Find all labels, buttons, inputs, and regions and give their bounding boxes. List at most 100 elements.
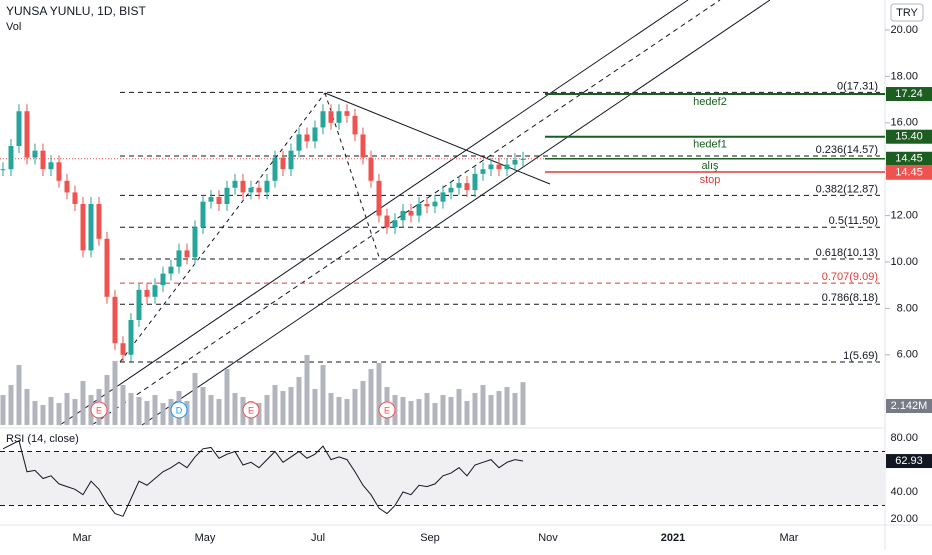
volume-bar: [400, 397, 406, 425]
fib-label: 0.236(14.57): [816, 144, 878, 156]
event-marker[interactable]: [90, 401, 108, 419]
level-name: hedef1: [693, 139, 727, 151]
volume-bar: [32, 401, 38, 425]
volume-bar: [336, 397, 342, 425]
candle-body: [456, 183, 462, 188]
price-tick-label: 6.00: [897, 349, 918, 361]
price-tick-label: 16.00: [890, 117, 918, 129]
candle-body: [64, 180, 70, 193]
candle-body: [384, 215, 390, 228]
candle-body: [208, 197, 214, 202]
event-marker[interactable]: [242, 401, 260, 419]
volume-bar: [112, 361, 118, 425]
candle-body: [56, 162, 62, 181]
price-tick-label: 12.00: [890, 210, 918, 222]
volume-bar: [304, 355, 310, 425]
candle-body: [304, 134, 310, 142]
rsi-label: RSI (14, close): [6, 433, 79, 445]
volume-bar: [416, 399, 422, 425]
volume-bar: [16, 365, 22, 425]
level-name: stop: [700, 174, 721, 186]
event-marker-text: E: [96, 405, 102, 415]
time-label: Sep: [420, 532, 440, 544]
candle-body: [272, 157, 278, 181]
volume-bar: [64, 393, 70, 425]
candle-body: [496, 164, 502, 170]
volume-bar: [448, 397, 454, 425]
candle-body: [376, 180, 382, 216]
candle-body: [0, 169, 6, 171]
event-marker[interactable]: [378, 401, 396, 419]
trend-line: [324, 92, 551, 185]
candle-body: [472, 173, 478, 191]
candle-body: [488, 164, 494, 170]
volume-bar: [520, 382, 526, 425]
volume-bar: [352, 389, 358, 425]
volume-bar: [128, 393, 134, 425]
level-tag-label: 15.40: [895, 131, 923, 143]
rsi-last-label: 62.93: [895, 455, 923, 467]
price-tick-label: 20.00: [890, 24, 918, 36]
candle-body: [320, 111, 326, 128]
volume-bar: [104, 375, 110, 425]
volume-bar: [200, 387, 206, 425]
price-tick-label: 10.00: [890, 256, 918, 268]
candle-body: [440, 192, 446, 202]
candle-body: [480, 169, 486, 174]
volume-bar: [56, 403, 62, 425]
volume-bar: [216, 399, 222, 425]
volume-bar: [464, 401, 470, 425]
volume-bar: [440, 395, 446, 425]
candle-body: [112, 296, 118, 344]
volume-bar: [296, 377, 302, 425]
volume-bar: [264, 395, 270, 425]
candle-body: [16, 111, 22, 146]
candle-body: [224, 187, 230, 204]
event-marker[interactable]: [170, 401, 188, 419]
candle-body: [280, 157, 286, 170]
candle-body: [104, 238, 110, 297]
volume-bar: [272, 385, 278, 425]
currency-box[interactable]: [890, 3, 924, 22]
candle-body: [352, 115, 358, 135]
channel-line: [59, 0, 689, 426]
fib-label: 0.5(11.50): [829, 215, 878, 227]
rsi-last-tag: [886, 454, 932, 469]
volume-bar: [368, 369, 374, 425]
volume-bar: [280, 391, 286, 425]
price-tick-label: 18.00: [890, 70, 918, 82]
volume-bar: [472, 393, 478, 425]
candle-body: [192, 227, 198, 258]
currency[interactable]: TRY: [896, 7, 918, 19]
candle-body: [448, 187, 454, 193]
symbol-title: YUNSA YUNLU, 1D, BIST: [6, 4, 146, 18]
candle-body: [168, 266, 174, 274]
fib-label: 0.707(9.09): [822, 271, 878, 283]
volume-bar: [8, 385, 14, 425]
candle-body: [24, 111, 30, 158]
candle-body: [408, 210, 414, 216]
candle-body: [336, 111, 342, 123]
time-label: Mar: [73, 532, 92, 544]
volume-bar: [288, 387, 294, 425]
rsi-tick-label: 20.00: [890, 513, 918, 525]
time-label: Jul: [311, 532, 325, 544]
candle-body: [312, 127, 318, 142]
candle-body: [8, 146, 14, 170]
volume-bar: [432, 403, 438, 425]
candle-body: [256, 187, 262, 193]
candle-body: [128, 320, 134, 355]
volume-bar: [376, 363, 382, 425]
event-marker-text: E: [248, 405, 254, 415]
volume-bar: [512, 393, 518, 425]
rsi-band: [0, 451, 885, 506]
volume-bar: [48, 397, 54, 425]
candle-body: [464, 183, 470, 191]
price-tick-label: 8.00: [897, 302, 918, 314]
time-label: 2021: [661, 532, 685, 544]
volume-bar: [256, 403, 262, 425]
rsi-tick-label: 40.00: [890, 486, 918, 498]
candle-body: [32, 150, 38, 158]
volume-bar: [208, 395, 214, 425]
